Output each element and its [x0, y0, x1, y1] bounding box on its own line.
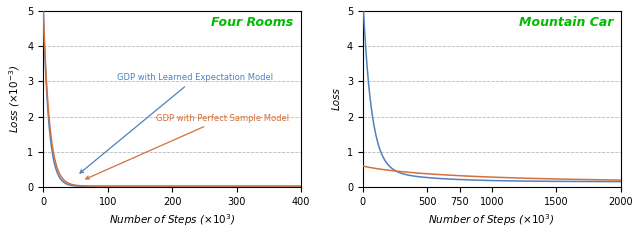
Text: GDP with Learned Expectation Model: GDP with Learned Expectation Model	[80, 73, 273, 173]
Text: Four Rooms: Four Rooms	[211, 16, 294, 29]
X-axis label: Number of Steps ($\times 10^3$): Number of Steps ($\times 10^3$)	[429, 212, 555, 228]
Y-axis label: Loss ($\times 10^{-3}$): Loss ($\times 10^{-3}$)	[7, 65, 22, 133]
Text: GDP with Perfect Sample Model: GDP with Perfect Sample Model	[86, 114, 289, 179]
Y-axis label: Loss: Loss	[332, 87, 341, 110]
X-axis label: Number of Steps ($\times 10^3$): Number of Steps ($\times 10^3$)	[109, 212, 236, 228]
Text: Mountain Car: Mountain Car	[518, 16, 613, 29]
